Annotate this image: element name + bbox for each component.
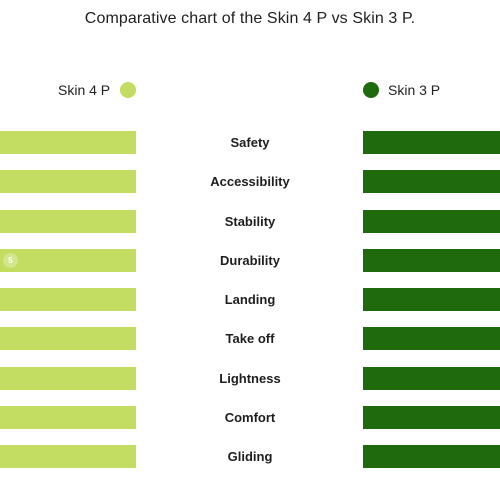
category-label-take-off: Take off	[225, 331, 275, 346]
bar-skin-3-p-durability	[363, 249, 500, 272]
category-label-gliding: Gliding	[227, 449, 273, 464]
bar-skin-4-p-gliding	[0, 445, 136, 468]
category-label-landing: Landing	[224, 292, 276, 307]
legend-dot-skin-4-p	[120, 82, 136, 98]
bar-skin-4-p-accessibility	[0, 170, 136, 193]
bar-skin-4-p-durability: 5	[0, 249, 136, 272]
legend-dot-skin-3-p	[363, 82, 379, 98]
bar-skin-3-p-safety	[363, 131, 500, 154]
bar-skin-3-p-accessibility	[363, 170, 500, 193]
chart-title: Comparative chart of the Skin 4 P vs Ski…	[84, 10, 416, 27]
bar-skin-4-p-safety	[0, 131, 136, 154]
category-label-durability: Durability	[220, 253, 280, 268]
category-label-accessibility: Accessibility	[210, 174, 290, 189]
bar-skin-4-p-stability	[0, 210, 136, 233]
bar-skin-3-p-take-off	[363, 327, 500, 350]
category-label-safety: Safety	[230, 135, 270, 150]
bar-skin-3-p-lightness	[363, 367, 500, 390]
category-label-lightness: Lightness	[219, 371, 281, 386]
legend-label-skin-4-p: Skin 4 P	[58, 82, 111, 98]
bar-skin-4-p-lightness	[0, 367, 136, 390]
category-label-comfort: Comfort	[224, 410, 276, 425]
bar-skin-3-p-landing	[363, 288, 500, 311]
bar-skin-4-p-take-off	[0, 327, 136, 350]
bar-skin-4-p-landing	[0, 288, 136, 311]
bar-skin-3-p-comfort	[363, 406, 500, 429]
legend-label-skin-3-p: Skin 3 P	[388, 82, 441, 98]
bar-value-label: 5	[3, 253, 18, 268]
category-label-stability: Stability	[224, 214, 276, 229]
bar-skin-3-p-stability	[363, 210, 500, 233]
bar-skin-4-p-comfort	[0, 406, 136, 429]
bar-skin-3-p-gliding	[363, 445, 500, 468]
